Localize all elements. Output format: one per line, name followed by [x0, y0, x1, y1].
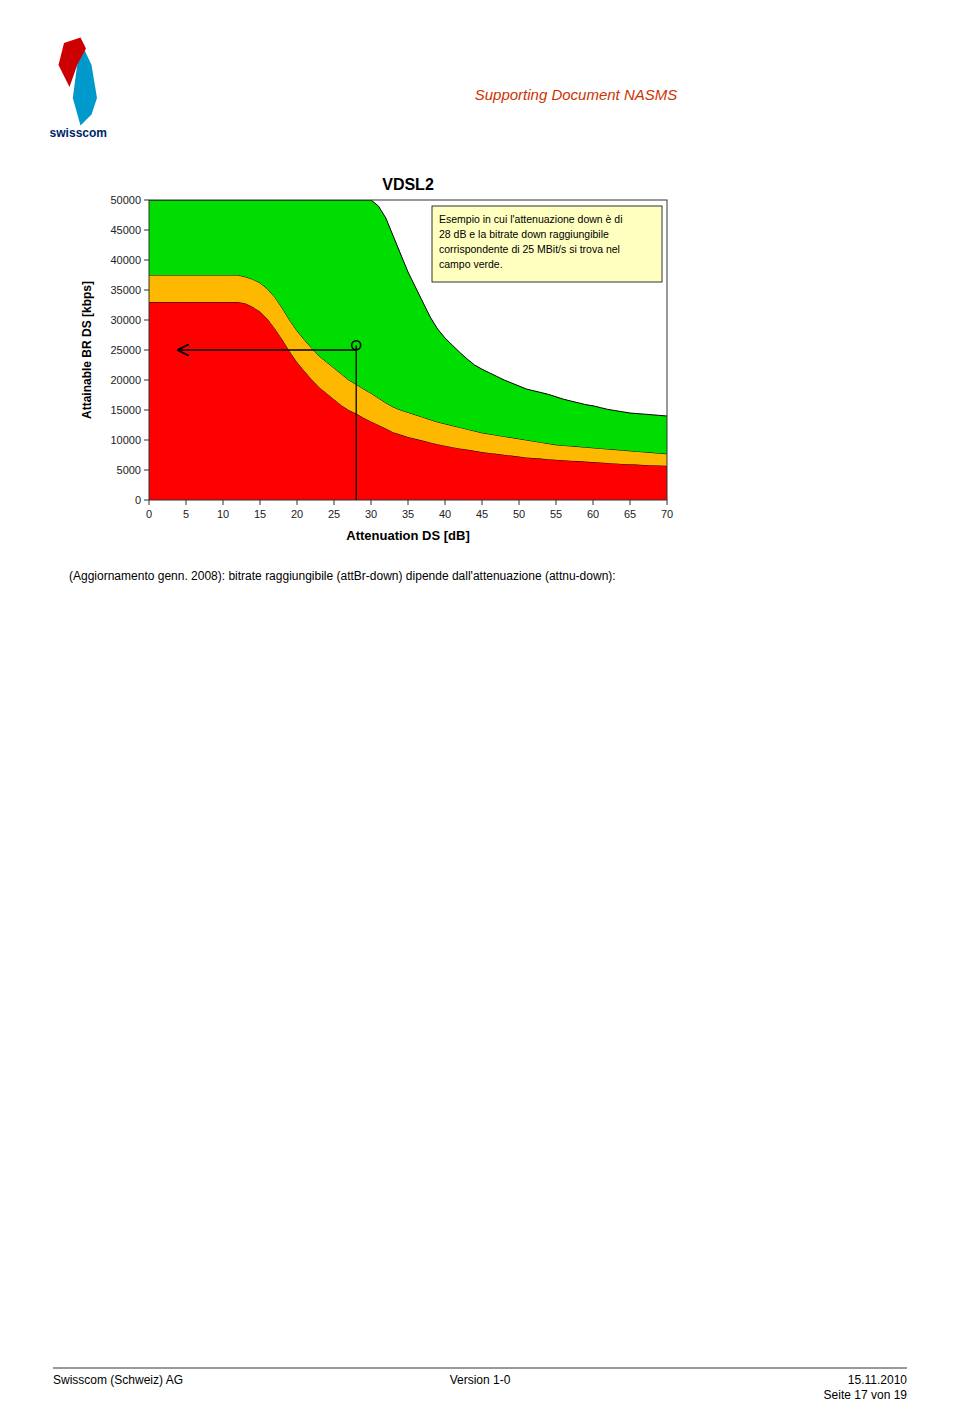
footer-right-line: Seite 17 von 19 — [824, 1388, 908, 1402]
plot-frame — [149, 200, 667, 500]
area-band — [149, 200, 667, 454]
x-tick-label: 70 — [661, 508, 673, 520]
header: Supporting Document NASMS — [475, 86, 678, 103]
y-tick-label: 0 — [135, 494, 141, 506]
x-tick-label: 65 — [624, 508, 636, 520]
x-tick-label: 15 — [254, 508, 266, 520]
x-tick — [667, 500, 668, 505]
y-tick — [144, 290, 149, 291]
footer: Swisscom (Schweiz) AG Version 1-0 15.11.20… — [53, 1368, 907, 1402]
x-tick-label: 35 — [402, 508, 414, 520]
y-tick — [144, 470, 149, 471]
x-tick — [223, 500, 224, 505]
point — [352, 341, 361, 350]
y-tick-label: 45000 — [110, 224, 141, 236]
x-tick-label: 55 — [550, 508, 562, 520]
plot-marks — [149, 200, 667, 500]
x-tick — [371, 500, 372, 505]
y-tick-label: 40000 — [110, 254, 141, 266]
y-tick — [144, 380, 149, 381]
x-tick — [445, 500, 446, 505]
x-tick — [519, 500, 520, 505]
y-tick — [144, 200, 149, 201]
annotation-text: Esempio in cui l'attenuazione down è di 2… — [439, 213, 623, 270]
y-axis: 0 5000 10000 15000 20000 25000 30000 35000 40000… — [80, 194, 149, 506]
annotation-text-line: 28 dB e la bitrate down raggiungibile — [439, 228, 609, 240]
footer-left: Swisscom (Schweiz) AG — [53, 1373, 183, 1387]
x-tick-label: 10 — [217, 508, 229, 520]
y-tick — [144, 350, 149, 351]
x-tick-label: 45 — [476, 508, 488, 520]
x-tick — [630, 500, 631, 505]
x-tick-label: 40 — [439, 508, 451, 520]
logo: swisscom — [50, 38, 107, 140]
y-tick — [144, 410, 149, 411]
x-tick-label: 50 — [513, 508, 525, 520]
x-tick-label: 20 — [291, 508, 303, 520]
background — [0, 0, 960, 1422]
x-tick-label: 60 — [587, 508, 599, 520]
x-tick — [297, 500, 298, 505]
y-tick-label: 15000 — [110, 404, 141, 416]
logo-text: swisscom — [50, 126, 107, 140]
y-axis-label: Attainable BR DS [kbps] — [80, 281, 94, 419]
footer-center: Version 1-0 — [450, 1373, 511, 1387]
bottom-text: (Aggiornamento genn. 2008): bitrate ragg… — [69, 569, 616, 583]
annotation-text-line: campo verde. — [439, 258, 503, 270]
y-tick-label: 25000 — [110, 344, 141, 356]
y-tick — [144, 440, 149, 441]
footer-right-line: 15.11.2010 — [848, 1373, 907, 1387]
y-tick-label: 20000 — [110, 374, 141, 386]
annotation-box — [432, 206, 662, 282]
x-tick — [408, 500, 409, 505]
reference-line — [356, 345, 357, 500]
x-tick-label: 25 — [328, 508, 340, 520]
annotation-text-line: Esempio in cui l'attenuazione down è di — [439, 213, 623, 225]
y-tick-label: 30000 — [110, 314, 141, 326]
x-tick — [334, 500, 335, 505]
y-tick — [144, 500, 149, 501]
logo-shape — [59, 38, 87, 88]
area-boundary — [149, 200, 667, 416]
arrow — [179, 349, 357, 351]
y-tick-label: 35000 — [110, 284, 141, 296]
x-tick — [556, 500, 557, 505]
annotation-text-line: corrispondente di 25 MBit/s si trova nel — [439, 243, 620, 255]
x-tick-label: 30 — [365, 508, 377, 520]
page: swisscom Supporting Document NASMS VDSL2 0 5… — [0, 0, 960, 1422]
chart-title: VDSL2 — [382, 176, 434, 193]
x-axis: 0 5 10 15 20 25 30 35 40 45 50 55 60 65 70 Attenuation … — [146, 500, 673, 543]
footer-right: 15.11.2010Seite 17 von 19 — [824, 1373, 908, 1402]
annotation: Esempio in cui l'attenuazione down è di 2… — [432, 206, 662, 282]
x-tick-label: 5 — [183, 508, 189, 520]
y-tick-label: 10000 — [110, 434, 141, 446]
y-tick-label: 5000 — [117, 464, 141, 476]
y-tick — [144, 230, 149, 231]
y-tick — [144, 320, 149, 321]
x-axis-label: Attenuation DS [dB] — [346, 528, 469, 543]
x-tick — [186, 500, 187, 505]
x-tick — [149, 500, 150, 505]
x-tick — [593, 500, 594, 505]
footer-rule — [53, 1368, 907, 1369]
x-tick — [482, 500, 483, 505]
x-tick — [260, 500, 261, 505]
y-tick-label: 50000 — [110, 194, 141, 206]
x-tick-label: 0 — [146, 508, 152, 520]
y-tick — [144, 260, 149, 261]
